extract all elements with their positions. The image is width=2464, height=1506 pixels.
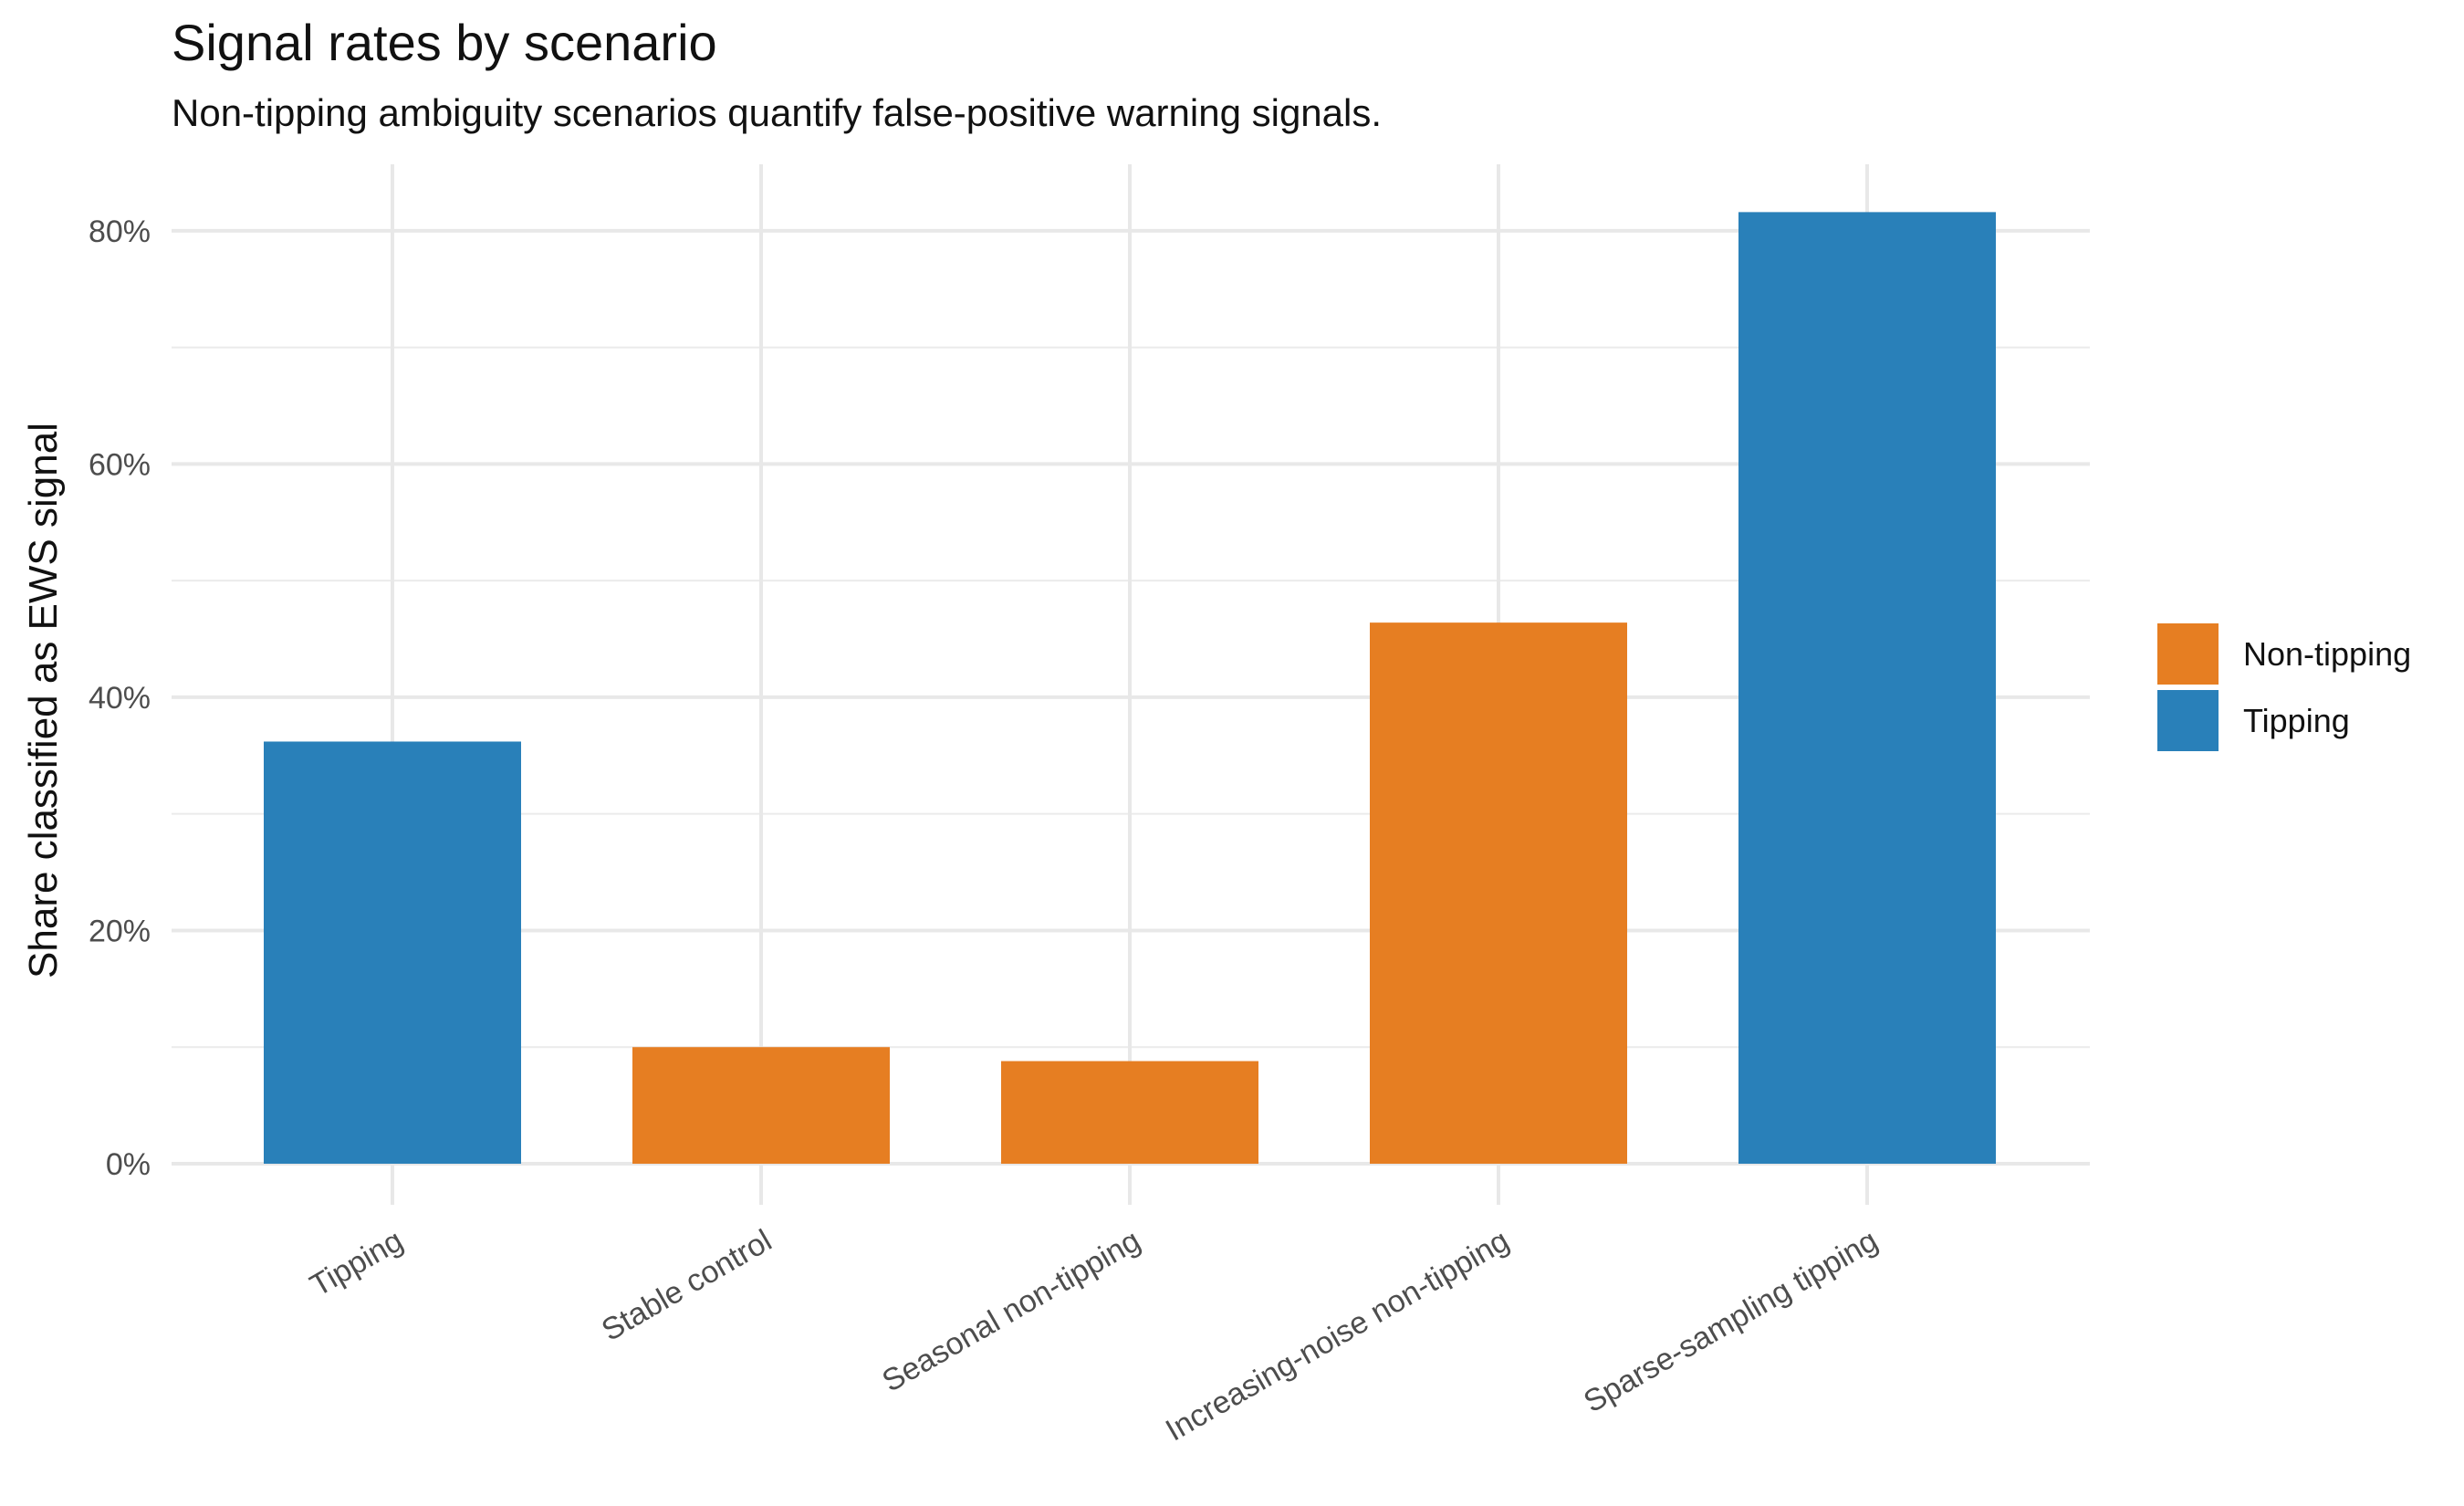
chart-title: Signal rates by scenario [172, 14, 717, 71]
legend: Non-tipping Tipping [2157, 623, 2411, 751]
bar-stable-control [632, 1047, 890, 1164]
y-tick-label: 40% [89, 681, 151, 716]
legend-label: Tipping [2243, 702, 2350, 739]
legend-label: Non-tipping [2243, 635, 2411, 673]
y-axis-title: Share classified as EWS signal [21, 423, 66, 978]
y-tick-label: 20% [89, 914, 151, 948]
x-tick-label: Tipping [305, 1223, 409, 1303]
bar-sparse-sampling-tipping [1738, 212, 1996, 1164]
bar-tipping [264, 741, 521, 1164]
y-axis-ticks: 0% 20% 40% 60% 80% [89, 214, 151, 1182]
bar-seasonal-non-tipping [1001, 1061, 1258, 1164]
legend-swatch [2157, 690, 2219, 751]
x-tick-label: Increasing-noise non-tipping [1160, 1223, 1515, 1448]
y-tick-label: 80% [89, 214, 151, 249]
bar-increasing-noise-non-tipping [1370, 622, 1627, 1164]
legend-swatch [2157, 623, 2219, 685]
x-axis-ticks: Tipping Stable control Seasonal non-tippin… [305, 1223, 1884, 1448]
chart-subtitle: Non-tipping ambiguity scenarios quantify… [172, 91, 1383, 134]
bars [264, 212, 1996, 1164]
x-tick-label: Seasonal non-tipping [876, 1223, 1146, 1399]
y-tick-label: 0% [106, 1147, 151, 1182]
x-tick-label: Stable control [596, 1223, 778, 1348]
x-tick-label: Sparse-sampling tipping [1578, 1223, 1884, 1419]
y-tick-label: 60% [89, 447, 151, 482]
